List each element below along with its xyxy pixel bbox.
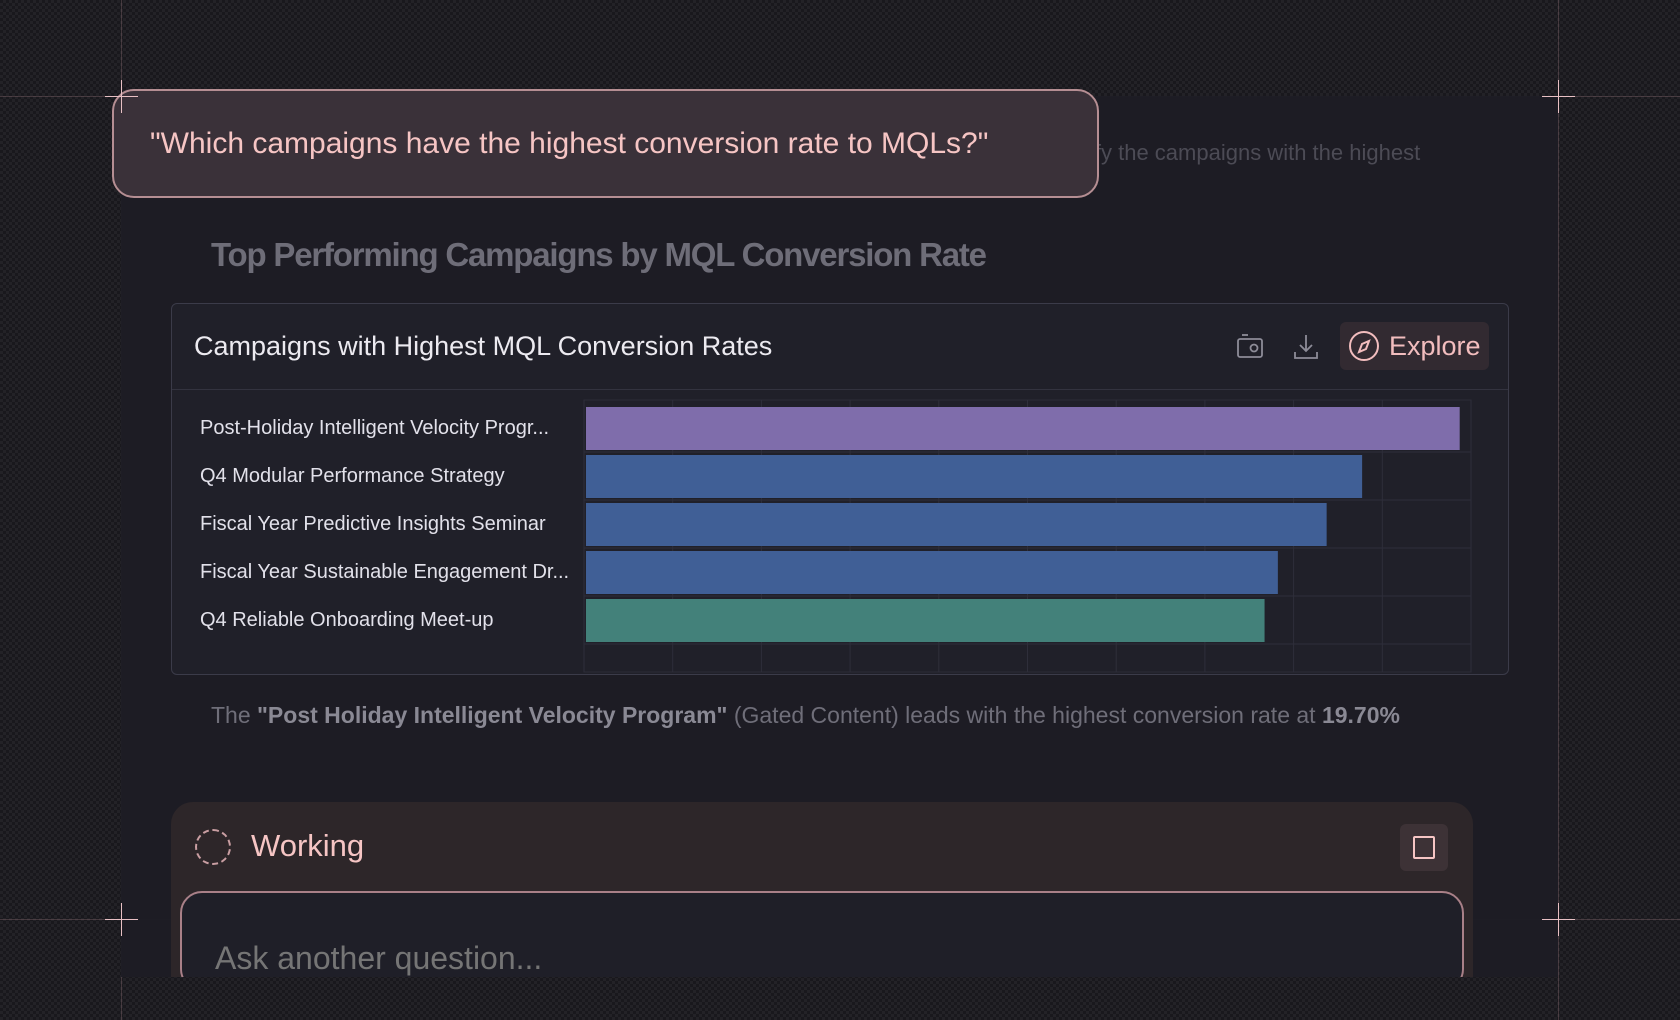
download-icon[interactable] xyxy=(1291,332,1321,362)
question-input[interactable] xyxy=(180,891,1464,977)
compass-icon xyxy=(1349,331,1379,361)
summary-campaign: "Post Holiday Intelligent Velocity Progr… xyxy=(257,702,728,728)
spinner-icon xyxy=(195,829,231,865)
bar[interactable] xyxy=(586,551,1278,594)
crosshair-icon xyxy=(105,903,138,936)
question-bubble: "Which campaigns have the highest conver… xyxy=(112,89,1099,198)
explore-button[interactable]: Explore xyxy=(1340,322,1489,370)
category-label: Q4 Modular Performance Strategy xyxy=(200,465,505,487)
page-title: Top Performing Campaigns by MQL Conversi… xyxy=(211,236,987,273)
bar[interactable] xyxy=(586,503,1327,546)
summary-prefix: The xyxy=(211,702,258,728)
explore-label: Explore xyxy=(1389,330,1481,361)
crosshair-icon xyxy=(105,80,138,113)
status-label: Working xyxy=(251,828,365,863)
guide-line xyxy=(1558,0,1559,1020)
stop-button[interactable] xyxy=(1400,824,1448,871)
summary-rate: 19.70% xyxy=(1321,702,1400,728)
category-label: Post-Holiday Intelligent Velocity Progr.… xyxy=(200,417,550,439)
summary-middle: (Gated Content) leads with the highest c… xyxy=(727,702,1322,728)
category-label: Fiscal Year Sustainable Engagement Dr... xyxy=(200,561,570,583)
chart-card: Campaigns with Highest MQL Conversion Ra… xyxy=(171,303,1509,675)
bar[interactable] xyxy=(586,455,1363,498)
bar[interactable] xyxy=(586,599,1265,642)
category-label: Q4 Reliable Onboarding Meet-up xyxy=(200,609,494,631)
working-panel: Working xyxy=(171,802,1473,977)
faded-response-text: ify the campaigns with the highest xyxy=(1090,140,1421,165)
crosshair-icon xyxy=(1542,903,1575,936)
stop-icon xyxy=(1413,836,1435,859)
category-label: Fiscal Year Predictive Insights Seminar xyxy=(200,513,546,535)
summary-text: The "Post Holiday Intelligent Velocity P… xyxy=(211,702,1400,729)
crosshair-icon xyxy=(1542,80,1575,113)
bar-chart xyxy=(583,399,1472,673)
bar[interactable] xyxy=(586,407,1460,450)
question-text: "Which campaigns have the highest conver… xyxy=(150,126,989,160)
camera-icon[interactable] xyxy=(1235,332,1265,362)
chart-card-header: Campaigns with Highest MQL Conversion Ra… xyxy=(172,304,1508,390)
chart-title: Campaigns with Highest MQL Conversion Ra… xyxy=(194,331,773,361)
